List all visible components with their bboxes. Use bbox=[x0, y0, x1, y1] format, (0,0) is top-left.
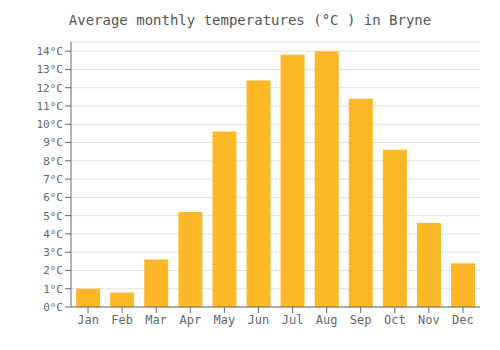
svg-text:2°C: 2°C bbox=[43, 264, 63, 277]
svg-text:Sep: Sep bbox=[350, 313, 372, 327]
svg-text:1°C: 1°C bbox=[43, 283, 63, 296]
svg-text:13°C: 13°C bbox=[37, 63, 64, 76]
svg-text:8°C: 8°C bbox=[43, 155, 63, 168]
svg-text:11°C: 11°C bbox=[37, 100, 64, 113]
svg-text:Jan: Jan bbox=[77, 313, 99, 327]
svg-text:Feb: Feb bbox=[111, 313, 133, 327]
svg-text:Mar: Mar bbox=[145, 313, 167, 327]
svg-text:9°C: 9°C bbox=[43, 136, 63, 149]
svg-text:3°C: 3°C bbox=[43, 246, 63, 259]
svg-text:10°C: 10°C bbox=[37, 118, 64, 131]
svg-text:Jun: Jun bbox=[248, 313, 270, 327]
svg-text:Jul: Jul bbox=[282, 313, 304, 327]
svg-text:14°C: 14°C bbox=[37, 45, 64, 58]
svg-text:0°C: 0°C bbox=[43, 301, 63, 314]
html-text:Average monthly temperatures (: Average monthly temperatures (°C ) in Br… bbox=[68, 12, 432, 28]
svg-text:Apr: Apr bbox=[179, 313, 201, 327]
svg-text:Aug: Aug bbox=[316, 313, 338, 327]
svg-text:May: May bbox=[214, 313, 236, 327]
svg-text:4°C: 4°C bbox=[43, 228, 63, 241]
svg-text:7°C: 7°C bbox=[43, 173, 63, 186]
svg-text:Nov: Nov bbox=[418, 313, 440, 327]
svg-text:6°C: 6°C bbox=[43, 191, 63, 204]
svg-text:Oct: Oct bbox=[384, 313, 406, 327]
svg-text:Dec: Dec bbox=[452, 313, 474, 327]
svg-text:5°C: 5°C bbox=[43, 210, 63, 223]
svg-text:12°C: 12°C bbox=[37, 82, 64, 95]
